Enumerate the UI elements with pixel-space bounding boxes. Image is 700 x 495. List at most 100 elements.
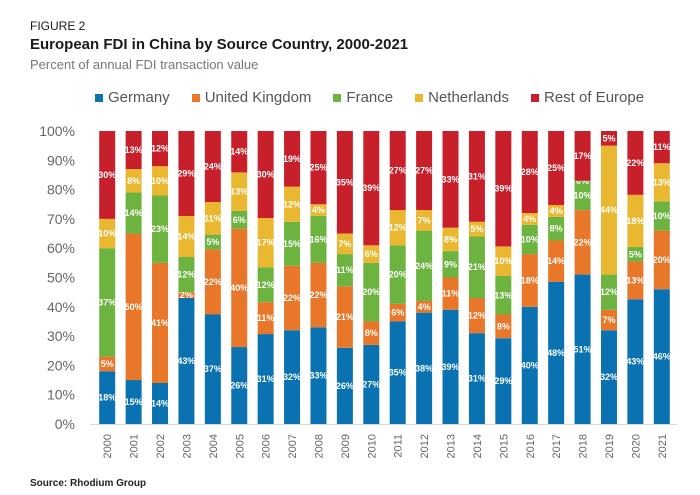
- data-label: 17%: [257, 238, 275, 248]
- data-label: 26%: [336, 381, 354, 391]
- bar-segment: [548, 131, 565, 205]
- bar-segment: [442, 277, 459, 310]
- bar-segment: [231, 172, 248, 211]
- data-label: 27%: [415, 166, 433, 176]
- legend-item: Rest of Europe: [531, 89, 644, 106]
- x-tick-label: 2005: [234, 434, 246, 458]
- bar-segment: [548, 204, 565, 217]
- data-label: 8%: [127, 176, 140, 186]
- data-label: 10%: [151, 176, 169, 186]
- data-label: 44%: [600, 205, 618, 215]
- bar-segment: [310, 262, 327, 328]
- bar-segment: [257, 302, 274, 335]
- data-label: 27%: [362, 379, 380, 389]
- data-label: 11%: [653, 142, 671, 152]
- bar-segment: [257, 131, 274, 219]
- x-tick-label: 2006: [261, 434, 273, 458]
- bar-segment: [495, 246, 512, 277]
- x-tick-label: 2003: [181, 434, 193, 458]
- data-label: 10%: [521, 234, 539, 244]
- bar-segment: [99, 218, 116, 249]
- bar-segment: [310, 204, 327, 216]
- stacked-bar-chart: 0% 10% 20% 30% 40% 50% 60% 70% 80% 90% 100% 18% 5% 37…: [39, 123, 677, 458]
- bar-segment: [125, 233, 142, 381]
- bar-segment: [284, 330, 301, 424]
- bar-segment: [389, 303, 406, 322]
- bar-segment: [231, 210, 248, 229]
- data-label: 39%: [442, 362, 460, 372]
- bar-segment: [416, 300, 433, 313]
- bar-segment: [600, 330, 617, 424]
- data-label: 50%: [125, 302, 143, 312]
- bar-segment: [99, 131, 116, 219]
- bar-segment: [389, 321, 406, 424]
- bar-segment: [257, 334, 274, 424]
- bar-segment: [363, 344, 380, 424]
- bar-segment: [204, 249, 221, 315]
- bar-segment: [416, 131, 433, 211]
- data-label: 15%: [125, 397, 143, 407]
- bar-segment: [336, 233, 353, 255]
- legend-item: United Kingdom: [191, 89, 311, 106]
- y-tick-label: 30%: [47, 328, 75, 344]
- bar-segment: [284, 221, 301, 266]
- data-label: 12%: [283, 199, 301, 209]
- data-label: 31%: [468, 171, 486, 181]
- data-label: 12%: [177, 270, 195, 280]
- bar-segment: [442, 227, 459, 252]
- x-tick-label: 2011: [393, 434, 405, 458]
- bar-segment: [653, 230, 670, 290]
- bar-segment: [363, 262, 380, 322]
- bar-segment: [152, 131, 169, 167]
- bar-segment: [627, 194, 644, 248]
- bar-segment: [521, 131, 538, 214]
- bar-segment: [363, 321, 380, 345]
- x-tick-label: 2015: [498, 434, 510, 458]
- bar-segment: [389, 210, 406, 246]
- y-tick-label: 20%: [47, 357, 75, 373]
- bar-segment: [284, 265, 301, 331]
- data-label: 5%: [629, 249, 642, 259]
- bar-segment: [627, 247, 644, 262]
- bar-segment: [627, 261, 644, 300]
- x-tick-label: 2010: [366, 434, 378, 458]
- data-label: 23%: [151, 224, 169, 234]
- legend-label: France: [346, 89, 394, 106]
- bar-segment: [416, 210, 433, 231]
- data-label: 14%: [177, 231, 195, 241]
- data-label: 11%: [442, 289, 460, 299]
- x-tick-label: 2021: [657, 434, 669, 458]
- bar-segment: [521, 254, 538, 307]
- bar-segment: [389, 245, 406, 304]
- data-label: 43%: [626, 357, 644, 367]
- data-label: 13%: [494, 290, 512, 300]
- bar-segment: [521, 213, 538, 225]
- bar-segment: [442, 309, 459, 424]
- data-label: 39%: [362, 183, 380, 193]
- bar-segment: [99, 356, 116, 372]
- data-label: 12%: [389, 223, 407, 233]
- x-tick-label: 2012: [419, 434, 431, 458]
- data-label: 29%: [177, 168, 195, 178]
- bar-segment: [653, 289, 670, 424]
- bar-segment: [600, 274, 617, 310]
- data-label: 43%: [177, 356, 195, 366]
- legend-label: Netherlands: [428, 89, 509, 106]
- bar-segment: [178, 215, 195, 257]
- figure-label: FIGURE 2: [30, 19, 86, 33]
- bar-segment: [653, 163, 670, 202]
- data-label: 26%: [230, 381, 248, 391]
- legend: Germany United Kingdom France Netherlands Re…: [95, 89, 644, 106]
- data-label: 13%: [626, 275, 644, 285]
- bar-segment: [548, 216, 565, 241]
- data-label: 7%: [602, 315, 615, 325]
- data-label: 13%: [653, 177, 671, 187]
- bar-segment: [574, 180, 591, 211]
- bar-segment: [521, 224, 538, 255]
- bar-segment: [125, 192, 142, 234]
- data-label: 25%: [309, 163, 327, 173]
- bar-segment: [204, 131, 221, 203]
- data-label: 13%: [230, 187, 248, 197]
- bar-segment: [495, 338, 512, 424]
- x-tick-label: 2002: [155, 434, 167, 458]
